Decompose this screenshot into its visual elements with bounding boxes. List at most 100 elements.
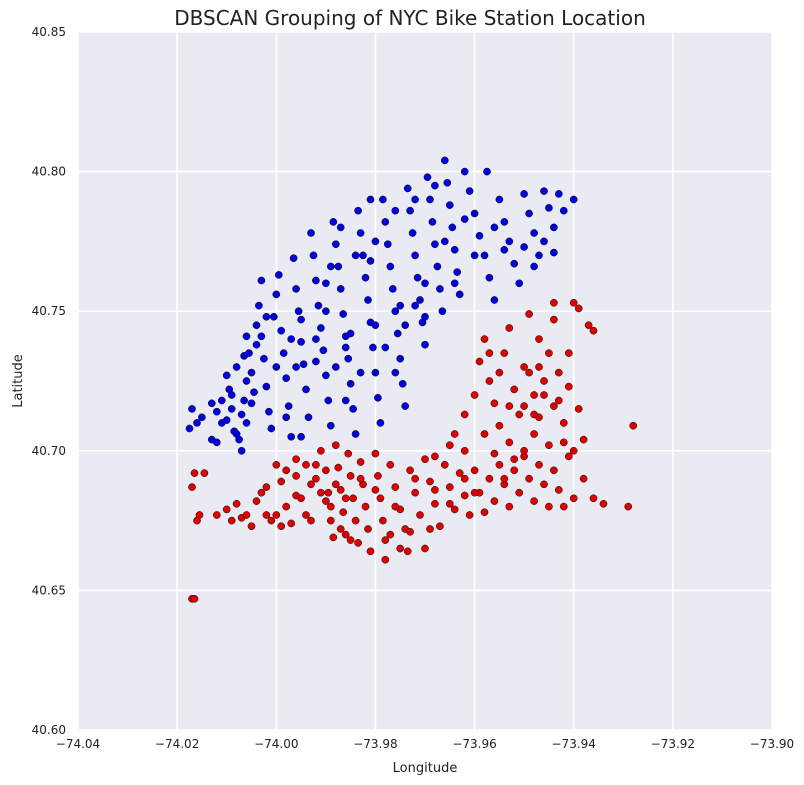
data-point-cluster-1 (322, 371, 330, 380)
data-point-cluster-1 (450, 245, 459, 254)
data-point-cluster-1 (411, 195, 419, 204)
data-point-cluster-1 (440, 237, 449, 246)
data-point-cluster-1 (198, 413, 206, 422)
data-point-cluster-1 (227, 405, 236, 413)
data-point-cluster-1 (398, 379, 407, 388)
data-point-cluster-1 (292, 363, 300, 371)
data-point-cluster-1 (483, 167, 491, 176)
data-point-cluster-1 (242, 332, 251, 341)
data-point-cluster-1 (252, 340, 261, 349)
data-point-cluster-2 (490, 449, 499, 458)
data-point-cluster-1 (240, 396, 248, 405)
data-point-cluster-2 (505, 402, 514, 410)
data-point-cluster-2 (421, 455, 429, 464)
data-point-cluster-1 (520, 243, 528, 251)
data-point-cluster-1 (346, 329, 355, 338)
data-point-cluster-2 (312, 474, 320, 483)
data-point-cluster-2 (242, 511, 251, 519)
data-point-cluster-2 (554, 486, 563, 494)
data-point-cluster-1 (255, 301, 263, 310)
data-point-cluster-1 (282, 374, 291, 383)
data-point-cluster-2 (364, 525, 372, 533)
data-point-cluster-2 (336, 486, 345, 494)
data-point-cluster-1 (262, 312, 271, 321)
data-point-cluster-2 (374, 472, 382, 480)
data-point-cluster-1 (391, 368, 400, 377)
data-point-cluster-2 (331, 441, 340, 450)
data-point-cluster-1 (247, 399, 256, 408)
data-point-cluster-2 (212, 511, 221, 519)
data-point-cluster-1 (302, 385, 310, 394)
data-point-cluster-2 (317, 446, 325, 455)
data-point-cluster-2 (379, 516, 387, 525)
data-point-cluster-2 (339, 508, 348, 517)
data-point-cluster-2 (334, 463, 343, 472)
data-point-cluster-1 (386, 262, 395, 271)
data-point-cluster-2 (190, 594, 199, 603)
data-point-cluster-2 (302, 460, 310, 469)
data-point-cluster-1 (359, 251, 367, 260)
data-point-cluster-2 (406, 527, 414, 536)
data-point-cluster-1 (510, 259, 519, 268)
data-point-cluster-1 (540, 187, 548, 195)
data-point-cluster-2 (371, 449, 380, 458)
x-tick-labels: −74.04 −74.02 −74.00 −73.98 −73.96 −73.94 −73.… (56, 737, 794, 751)
data-point-cluster-2 (450, 430, 459, 438)
data-point-cluster-1 (245, 349, 253, 357)
data-point-cluster-2 (550, 402, 558, 410)
data-point-cluster-2 (282, 502, 291, 511)
data-point-cluster-2 (431, 452, 439, 461)
data-point-cluster-1 (520, 190, 528, 198)
x-tick-label: −73.90 (750, 737, 794, 751)
chart-title: DBSCAN Grouping of NYC Bike Station Loca… (174, 6, 646, 30)
data-point-cluster-1 (307, 229, 315, 237)
data-point-cluster-2 (540, 480, 548, 489)
data-point-cluster-1 (379, 195, 387, 204)
data-point-cluster-1 (292, 285, 300, 293)
data-point-cluster-1 (297, 315, 305, 324)
data-point-cluster-2 (490, 497, 499, 505)
data-point-cluster-2 (344, 449, 353, 458)
data-point-cluster-1 (257, 332, 266, 341)
data-point-cluster-1 (304, 413, 313, 422)
data-point-cluster-2 (252, 497, 261, 505)
data-point-cluster-2 (485, 377, 494, 385)
data-point-cluster-2 (262, 511, 271, 519)
data-point-cluster-1 (411, 251, 419, 260)
x-gridlines (77, 32, 773, 730)
data-point-cluster-1 (331, 240, 340, 249)
x-tick-label: −73.96 (452, 737, 496, 751)
data-point-cluster-2 (550, 315, 558, 324)
data-point-cluster-2 (450, 505, 459, 514)
data-point-cluster-1 (287, 335, 296, 343)
data-point-cluster-1 (294, 307, 303, 316)
data-point-cluster-1 (235, 435, 243, 444)
data-point-cluster-2 (282, 466, 291, 475)
data-point-cluster-1 (257, 276, 266, 285)
data-point-cluster-2 (317, 488, 325, 497)
data-point-cluster-2 (515, 488, 524, 497)
data-point-cluster-2 (460, 491, 469, 500)
data-point-cluster-1 (267, 424, 276, 433)
data-point-cluster-2 (550, 298, 558, 307)
data-point-cluster-1 (490, 296, 499, 304)
data-point-cluster-1 (554, 190, 563, 198)
data-point-cluster-1 (331, 363, 340, 371)
data-point-cluster-2 (475, 357, 484, 366)
data-point-cluster-1 (242, 377, 251, 385)
data-point-cluster-1 (250, 388, 258, 397)
data-point-cluster-2 (356, 458, 365, 466)
data-point-cluster-2 (416, 511, 424, 519)
data-point-cluster-1 (297, 432, 305, 441)
data-point-cluster-1 (237, 446, 246, 455)
data-point-cluster-2 (322, 466, 330, 475)
data-point-cluster-2 (525, 310, 533, 318)
data-point-cluster-2 (589, 326, 598, 335)
data-point-cluster-2 (510, 455, 519, 464)
data-point-cluster-2 (403, 547, 412, 556)
y-tick-label: 40.70 (32, 444, 66, 458)
data-point-cluster-2 (351, 516, 360, 525)
data-point-cluster-1 (349, 405, 357, 413)
data-point-cluster-2 (485, 349, 494, 357)
data-point-cluster-2 (232, 499, 241, 508)
